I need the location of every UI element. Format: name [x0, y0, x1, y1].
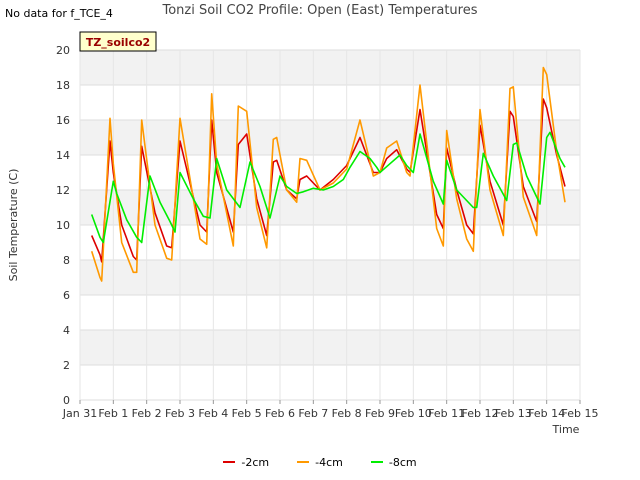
y-tick-label: 10 — [56, 219, 70, 232]
x-tick-label: Feb 8 — [332, 407, 362, 420]
series-lines — [90, 66, 566, 282]
legend-label: -2cm — [241, 455, 270, 469]
series-line-4cm — [90, 66, 566, 282]
x-tick-label: Jan 31 — [62, 407, 97, 420]
y-tick-label: 4 — [63, 324, 70, 337]
background-bands — [80, 50, 580, 400]
legend-swatch — [370, 461, 383, 463]
background-band — [80, 260, 580, 295]
series-line-8cm — [90, 131, 566, 244]
legend-item: -2cm — [223, 456, 269, 469]
y-axis-ticks: 0 2 4 6 8 10 12 14 16 18 20 — [56, 44, 70, 407]
background-band — [80, 120, 580, 155]
legend-swatch — [297, 461, 310, 463]
background-band — [80, 330, 580, 365]
legend-label: -8cm — [388, 455, 417, 469]
no-data-note: No data for f_TCE_4 — [5, 7, 113, 20]
x-tick-label: Feb 10 — [395, 407, 432, 420]
y-tick-label: 16 — [56, 114, 70, 127]
legend-swatch — [223, 461, 236, 463]
annotation-label: TZ_soilco2 — [86, 36, 150, 49]
x-tick-label: Feb 9 — [365, 407, 395, 420]
x-tick-label: Feb 5 — [232, 407, 262, 420]
x-tick-label: Feb 12 — [462, 407, 499, 420]
background-band — [80, 50, 580, 85]
y-tick-label: 14 — [56, 149, 70, 162]
x-tick-label: Feb 2 — [132, 407, 162, 420]
grid-lines — [79, 49, 581, 401]
x-tick-label: Feb 6 — [265, 407, 295, 420]
x-axis-label: Time — [552, 423, 580, 436]
legend-label: -4cm — [315, 455, 343, 469]
x-tick-label: Feb 11 — [428, 407, 465, 420]
chart-title: Tonzi Soil CO2 Profile: Open (East) Temp… — [162, 3, 478, 18]
legend: -2cm -4cm -8cm — [0, 453, 640, 469]
y-tick-label: 0 — [63, 394, 70, 407]
y-tick-label: 12 — [56, 184, 70, 197]
x-axis-ticks: Jan 31 Feb 1 Feb 2 Feb 3 Feb 4 Feb 5 Feb 6 Feb … — [62, 400, 599, 420]
legend-item: -4cm — [297, 456, 343, 469]
y-tick-label: 6 — [63, 289, 70, 302]
x-tick-label: Feb 4 — [198, 407, 228, 420]
legend-item: -8cm — [370, 455, 417, 469]
y-tick-label: 20 — [56, 44, 70, 57]
y-tick-label: 18 — [56, 79, 70, 92]
x-tick-label: Feb 1 — [98, 407, 128, 420]
x-tick-label: Feb 15 — [562, 407, 599, 420]
y-axis-label: Soil Temperature (C) — [7, 169, 20, 282]
y-tick-label: 8 — [63, 254, 70, 267]
annotation-box: TZ_soilco2 — [79, 31, 157, 52]
y-tick-label: 2 — [63, 359, 70, 372]
x-tick-label: Feb 13 — [495, 407, 532, 420]
x-tick-label: Feb 14 — [528, 407, 565, 420]
x-tick-label: Feb 3 — [165, 407, 195, 420]
x-tick-label: Feb 7 — [298, 407, 328, 420]
